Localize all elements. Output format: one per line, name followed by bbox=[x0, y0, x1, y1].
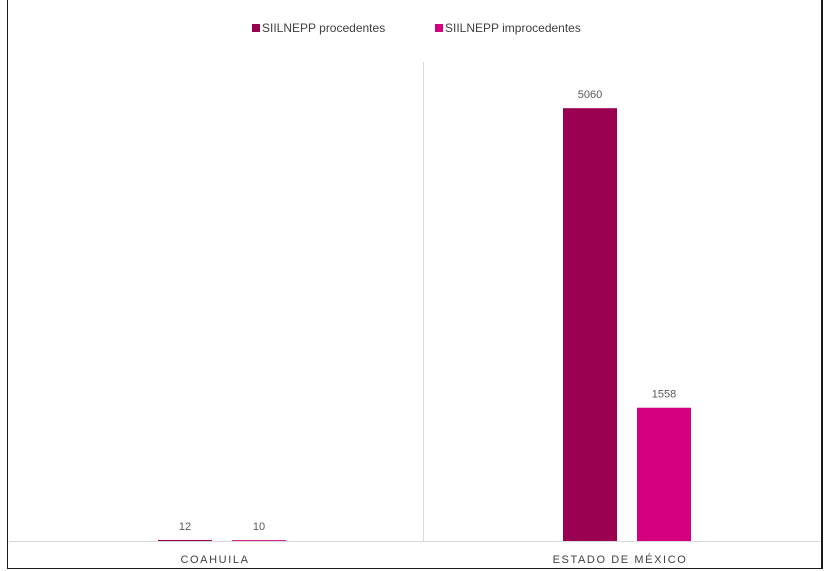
category-labels: COAHUILA ESTADO DE MÉXICO bbox=[180, 553, 688, 566]
chart-frame: SIILNEPP procedentes SIILNEPP improcedent… bbox=[7, 0, 823, 569]
bar-chart: SIILNEPP procedentes SIILNEPP improcedent… bbox=[9, 21, 820, 566]
bar-coahuila-siilnepp-improcedentes bbox=[232, 540, 286, 541]
bar-coahuila-siilnepp-procedentes bbox=[158, 539, 212, 541]
legend-label-siilnepp-improcedentes: SIILNEPP improcedentes bbox=[445, 21, 581, 35]
legend-swatch-siilnepp-improcedentes bbox=[435, 24, 443, 32]
legend-label-siilnepp-procedentes: SIILNEPP procedentes bbox=[262, 21, 385, 35]
bar-estado-de-mexico-siilnepp-procedentes bbox=[563, 108, 617, 542]
data-labels: 12 10 5060 1558 bbox=[179, 89, 676, 533]
data-label-estado-de-mexico-siilnepp-procedentes: 5060 bbox=[578, 89, 602, 101]
category-label-coahuila: COAHUILA bbox=[180, 554, 249, 566]
legend-swatch-siilnepp-procedentes bbox=[252, 24, 260, 32]
category-separators bbox=[9, 62, 820, 542]
legend: SIILNEPP procedentes SIILNEPP improcedent… bbox=[252, 21, 581, 35]
data-label-coahuila-siilnepp-improcedentes: 10 bbox=[253, 521, 265, 533]
data-label-estado-de-mexico-siilnepp-improcedentes: 1558 bbox=[652, 389, 676, 401]
bar-estado-de-mexico-siilnepp-improcedentes bbox=[637, 407, 691, 541]
data-label-coahuila-siilnepp-procedentes: 12 bbox=[179, 521, 191, 533]
category-label-estado-de-mexico: ESTADO DE MÉXICO bbox=[553, 553, 688, 566]
bars bbox=[158, 108, 691, 542]
